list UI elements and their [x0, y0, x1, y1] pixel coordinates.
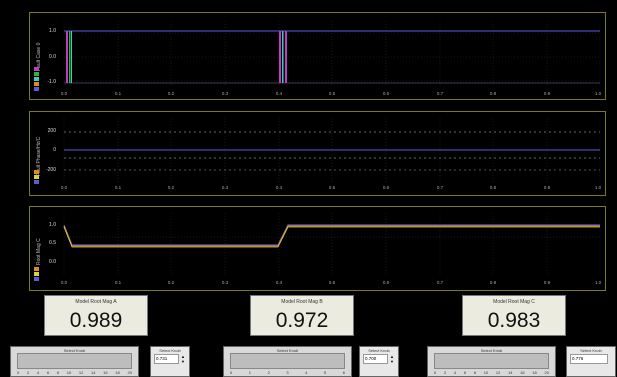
x-tick: 0.4 — [275, 91, 283, 96]
numeric-input[interactable]: 0.731 — [154, 354, 179, 364]
graph-fault-phase: Fault Phase/Hz/C 200 0 -200 0.0 0.1 0.2 … — [29, 111, 606, 196]
slider-track[interactable] — [434, 353, 549, 369]
x-tick: 0.8 — [489, 185, 497, 190]
graph-fault-case-plot — [63, 21, 601, 85]
y-tick: 1.0 — [49, 28, 56, 34]
edit-title: Select Knob — [368, 348, 390, 353]
numeric-input[interactable]: 0.776 — [570, 354, 608, 364]
x-tick: 0.9 — [543, 91, 551, 96]
x-tick: 1.0 — [594, 91, 602, 96]
x-tick: 0.3 — [221, 280, 229, 285]
x-tick: 0.4 — [275, 185, 283, 190]
x-tick: 1.0 — [594, 280, 602, 285]
x-tick: 0.1 — [114, 91, 122, 96]
x-tick: 0.0 — [60, 280, 68, 285]
x-tick: 0.3 — [221, 91, 229, 96]
indicator-root-mag-b: Model Root Mag B 0.972 — [250, 295, 354, 336]
y-tick: 1.0 — [49, 222, 56, 228]
indicator-title: Model Root Mag B — [281, 299, 323, 305]
indicator-value: 0.983 — [487, 309, 541, 332]
x-tick: 0.2 — [167, 280, 175, 285]
x-tick: 1.0 — [594, 185, 602, 190]
x-tick: 0.8 — [489, 280, 497, 285]
x-tick: 0.0 — [60, 91, 68, 96]
indicator-root-mag-a: Model Root Mag A 0.989 — [44, 295, 148, 336]
x-tick: 0.5 — [328, 185, 336, 190]
indicator-value: 0.989 — [69, 309, 123, 332]
y-tick: -1.0 — [47, 79, 56, 85]
graph-fault-case: Fault Case 0 1.0 0.0 -1.0 0.0 0.1 0.2 0.… — [29, 12, 606, 100]
graph-root-mag: Root Mag C 1.0 0.5 0.0 0.0 0.1 0.2 0.3 0… — [29, 206, 606, 291]
y-tick: 0.0 — [49, 259, 56, 265]
numeric-edit-1: Select Knob 0.731 ▲ ▼ — [150, 346, 190, 377]
spinner-arrows-icon[interactable]: ▲ ▼ — [181, 354, 185, 364]
x-tick: 0.9 — [543, 280, 551, 285]
x-tick: 0.7 — [436, 280, 444, 285]
y-tick: 0.5 — [49, 240, 56, 246]
x-tick: 0.3 — [221, 185, 229, 190]
y-tick: 0 — [53, 147, 56, 153]
numeric-edit-3: Select Knob 0.776 — [566, 346, 616, 377]
x-tick: 0.8 — [489, 91, 497, 96]
y-tick: 200 — [47, 128, 56, 134]
x-tick: 0.5 — [328, 91, 336, 96]
numeric-edit-2: Select Knob 0.700 ▲ ▼ — [359, 346, 399, 377]
legend-swatches — [34, 170, 39, 184]
graph-root-mag-plot — [63, 213, 601, 275]
x-tick: 0.9 — [543, 185, 551, 190]
x-tick: 0.5 — [328, 280, 336, 285]
numeric-input[interactable]: 0.700 — [363, 354, 388, 364]
indicator-root-mag-c: Model Root Mag C 0.983 — [462, 295, 566, 336]
slider-title: Select Knob — [63, 348, 86, 353]
legend-swatches — [34, 267, 39, 281]
slider-title: Select Knob — [276, 348, 299, 353]
x-tick: 0.2 — [167, 185, 175, 190]
edit-title: Select Knob — [159, 348, 181, 353]
x-tick: 0.7 — [436, 185, 444, 190]
legend-swatches — [34, 67, 39, 91]
x-tick: 0.7 — [436, 91, 444, 96]
x-tick: 0.1 — [114, 185, 122, 190]
x-tick: 0.6 — [382, 185, 390, 190]
x-tick: 0.0 — [60, 185, 68, 190]
slider-track[interactable] — [17, 353, 132, 369]
slider-title: Select Knob — [480, 348, 503, 353]
indicator-value: 0.972 — [275, 309, 329, 332]
x-tick: 0.1 — [114, 280, 122, 285]
slider-track[interactable] — [230, 353, 345, 369]
indicator-title: Model Root Mag C — [493, 299, 535, 305]
y-tick: -200 — [45, 167, 56, 173]
x-tick: 0.2 — [167, 91, 175, 96]
indicator-title: Model Root Mag A — [75, 299, 117, 305]
graph-fault-phase-plot — [63, 118, 601, 182]
spinner-arrows-icon[interactable]: ▲ ▼ — [390, 354, 394, 364]
y-tick: 0.0 — [49, 54, 56, 60]
x-tick: 0.6 — [382, 280, 390, 285]
x-tick: 0.6 — [382, 91, 390, 96]
edit-title: Select Knob — [580, 348, 602, 353]
x-tick: 0.4 — [275, 280, 283, 285]
